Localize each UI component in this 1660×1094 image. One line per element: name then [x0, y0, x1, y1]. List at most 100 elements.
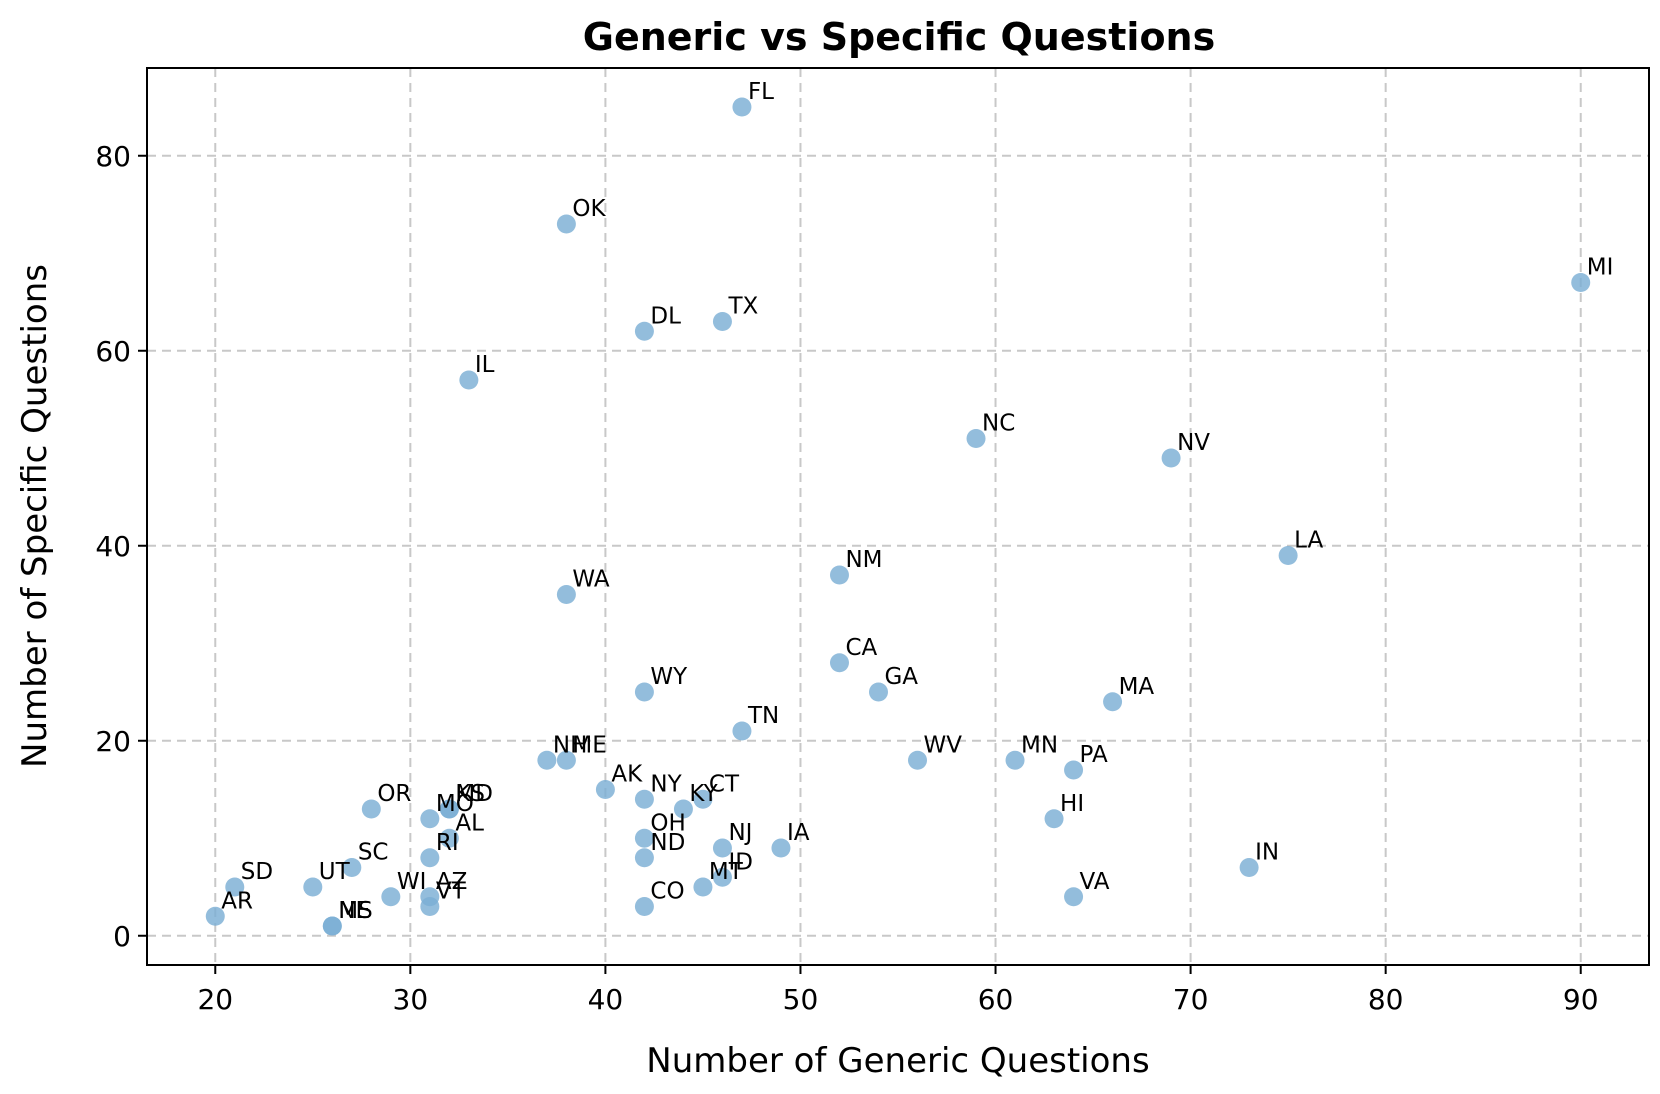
point-label-mo: MO [436, 791, 474, 817]
data-point-ky [673, 799, 693, 819]
point-label-nv: NV [1177, 430, 1210, 456]
point-label-sd: SD [241, 859, 273, 885]
data-point-mo [420, 809, 440, 829]
data-point-me [556, 750, 576, 770]
data-point-mi [1571, 273, 1591, 292]
point-label-nj: NJ [728, 820, 752, 846]
chart-title: Generic vs Specific Questions [583, 15, 1215, 59]
y-tick-label: 60 [95, 335, 131, 368]
axis-ticks: 20 30 40 50 60 70 80 90 0 20 40 60 80 [95, 140, 1598, 1016]
data-points [205, 97, 1591, 936]
point-label-id: ID [728, 849, 753, 875]
data-point-wy [634, 682, 654, 702]
data-point-or [361, 799, 381, 819]
x-tick-label: 30 [393, 983, 429, 1016]
data-point-tn [732, 721, 752, 741]
data-point-il [459, 370, 479, 390]
point-label-ny: NY [650, 771, 682, 797]
data-point-fl [732, 97, 752, 117]
x-tick-label: 70 [1173, 983, 1209, 1016]
data-point-wv [908, 750, 928, 770]
data-point-mn [1005, 750, 1025, 770]
data-point-md [439, 799, 459, 819]
data-point-nm [829, 565, 849, 585]
point-label-vt: VT [436, 879, 467, 905]
point-label-ri: RI [436, 830, 459, 856]
data-point-nh [537, 750, 557, 770]
point-label-nm: NM [845, 547, 882, 573]
data-point-sc [342, 858, 362, 877]
data-point-in [1239, 858, 1259, 877]
point-label-oh: OH [650, 810, 685, 836]
point-label-az: AZ [436, 869, 468, 895]
point-label-al: AL [455, 810, 484, 836]
y-tick-label: 80 [95, 140, 131, 173]
data-point-hi [1044, 809, 1064, 829]
point-label-la: LA [1294, 528, 1323, 554]
data-point-oh [634, 828, 654, 848]
point-label-co: CO [650, 879, 684, 905]
data-point-ca [829, 653, 849, 673]
point-label-ct: CT [709, 771, 740, 797]
point-label-ca: CA [845, 635, 877, 661]
point-label-va: VA [1080, 869, 1110, 895]
point-label-fl: FL [748, 79, 774, 105]
data-point-tx [712, 312, 732, 331]
point-label-dl: DL [650, 303, 681, 329]
data-point-id [712, 867, 732, 887]
point-label-nd: ND [650, 830, 685, 856]
data-point-nj [712, 838, 732, 858]
point-label-pa: PA [1080, 742, 1108, 768]
point-label-ms: MS [338, 898, 372, 924]
data-point-pa [1064, 760, 1084, 780]
data-point-la [1278, 546, 1298, 565]
point-label-nh: NH [553, 732, 588, 758]
data-point-co [634, 897, 654, 916]
data-point-nc [966, 429, 986, 448]
data-point-ga [868, 682, 888, 702]
data-point-nd [634, 848, 654, 868]
y-tick-label: 40 [95, 530, 131, 563]
data-point-wa [556, 585, 576, 604]
data-point-ar [205, 906, 225, 926]
data-point-ut [303, 877, 323, 897]
point-label-ut: UT [319, 859, 351, 885]
y-tick-label: 0 [113, 920, 131, 953]
data-point-nv [1161, 448, 1181, 468]
data-point-ok [556, 214, 576, 234]
point-label-wv: WV [924, 732, 963, 758]
x-tick-label: 20 [197, 983, 233, 1016]
plot-frame [146, 67, 1650, 966]
point-label-ia: IA [787, 820, 810, 846]
x-tick-label: 50 [783, 983, 819, 1016]
point-label-wy: WY [650, 664, 688, 690]
point-label-tn: TN [747, 703, 779, 729]
point-label-ok: OK [572, 196, 606, 222]
data-point-ak [595, 780, 615, 799]
point-label-wa: WA [572, 567, 609, 593]
point-label-hi: HI [1060, 791, 1084, 817]
x-tick-label: 90 [1563, 983, 1599, 1016]
point-label-ar: AR [221, 888, 253, 914]
data-point-ri [420, 848, 440, 868]
y-tick-label: 20 [95, 725, 131, 758]
data-point-ct [693, 789, 713, 809]
point-label-tx: TX [727, 294, 758, 320]
point-label-mn: MN [1021, 732, 1058, 758]
data-point-al [439, 828, 459, 848]
data-point-wi [381, 887, 401, 907]
point-label-ks: KS [455, 781, 485, 807]
x-tick-label: 40 [588, 983, 624, 1016]
point-label-ne: NE [338, 898, 370, 924]
x-tick-label: 60 [978, 983, 1014, 1016]
point-label-in: IN [1255, 840, 1279, 866]
point-label-ma: MA [1119, 674, 1155, 700]
point-label-md: MD [455, 781, 493, 807]
data-point-mt [693, 877, 713, 897]
data-point-sd [225, 877, 245, 897]
data-point-ia [771, 838, 791, 858]
point-label-il: IL [475, 352, 495, 378]
point-label-mt: MT [709, 859, 744, 885]
grid [147, 68, 1649, 965]
data-point-ny [634, 789, 654, 809]
